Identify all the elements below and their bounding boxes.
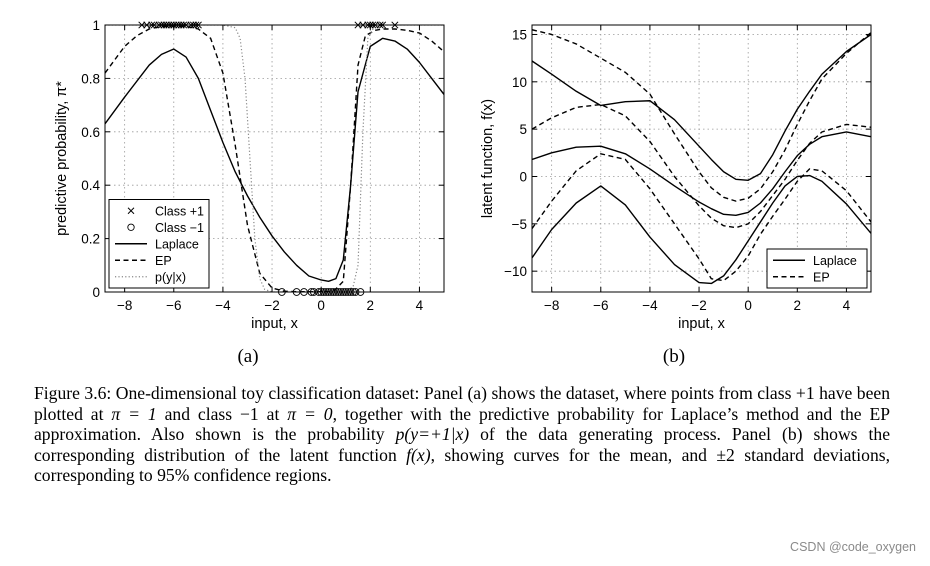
caption-math-fx: f(x) <box>406 444 431 465</box>
panel-a: −8 −6 −4 −2 0 2 4 0 0.2 0.4 0.6 0.8 1 input, x predict… <box>54 18 445 367</box>
legend-label: p(y|x) <box>155 270 186 284</box>
y-tick-label: 0.8 <box>81 71 100 86</box>
y-axis-label: predictive probability, π* <box>54 81 70 236</box>
ep-line-lower <box>532 153 871 282</box>
x-axis-label: input, x <box>678 316 725 332</box>
x-tick-label: −2 <box>691 298 706 313</box>
ep-line-upper <box>532 29 871 202</box>
axes-frame <box>531 24 872 293</box>
legend-label: EP <box>813 270 830 284</box>
x-tick-label: 4 <box>416 298 424 313</box>
y-tick-label: 0.4 <box>81 178 100 193</box>
x-tick-label: 2 <box>794 298 802 313</box>
x-tick-label: −4 <box>215 298 231 313</box>
legend: Laplace EP <box>766 248 868 289</box>
plot-area <box>532 29 871 285</box>
caption-text-3: , together with the predictive probabili… <box>34 403 891 445</box>
x-axis-label: input, x <box>251 316 298 332</box>
legend-label: Class −1 <box>155 221 204 235</box>
figure-caption: Figure 3.6: One-dimensional toy classifi… <box>34 383 890 486</box>
x-tick-label: 0 <box>744 298 752 313</box>
x-tick-label: −6 <box>593 298 608 313</box>
y-tick-label: 0 <box>92 285 100 300</box>
axes-frame <box>104 24 445 293</box>
panel-b: −8 −6 −4 −2 0 2 4 −10 −5 0 5 10 15 input, x latent fun… <box>480 24 872 367</box>
x-tick-label: 2 <box>367 298 375 313</box>
watermark: CSDN @code_oxygen <box>790 540 916 554</box>
x-tick-label: 0 <box>317 298 325 313</box>
legend-label: Laplace <box>813 254 857 268</box>
y-tick-label: 0.2 <box>81 232 100 247</box>
x-tick-label: −6 <box>166 298 181 313</box>
caption-math-pyx: p(y=+1|x) <box>395 424 470 444</box>
x-tick-label: −4 <box>642 298 658 313</box>
legend-label: EP <box>155 254 172 268</box>
caption-text-1: Figure 3.6: One-dimensional toy classifi… <box>34 383 890 424</box>
y-tick-label: 0.6 <box>81 125 100 140</box>
laplace-line <box>105 37 444 283</box>
ep-line-mean <box>532 103 871 229</box>
panel-label: (b) <box>663 346 685 367</box>
legend-box <box>766 248 868 289</box>
y-tick-label: 10 <box>512 75 527 90</box>
y-tick-label: −10 <box>504 264 527 279</box>
laplace-line-upper <box>532 33 871 181</box>
caption-math-pi-0: π = 0 <box>287 403 333 424</box>
y-axis-label: latent function, f(x) <box>480 99 496 218</box>
caption-text-4: of the data generating process. Panel (b… <box>34 424 890 465</box>
x-tick-label: 4 <box>843 298 851 313</box>
y-tick-label: 15 <box>512 27 527 42</box>
y-tick-label: 0 <box>519 169 527 184</box>
y-tick-label: −5 <box>512 217 527 232</box>
legend: Class +1 Class −1 Laplace EP p(y|x) <box>108 199 210 289</box>
caption-math-pi-1: π = 1 <box>111 403 157 424</box>
panel-label: (a) <box>237 346 258 367</box>
legend-swatch-class-minus1 <box>127 223 135 231</box>
figure: −8 −6 −4 −2 0 2 4 0 0.2 0.4 0.6 0.8 1 input, x predict… <box>54 18 872 367</box>
y-tick-label: 1 <box>92 18 100 33</box>
x-tick-label: −8 <box>544 298 559 313</box>
x-tick-label: −2 <box>264 298 279 313</box>
legend-label: Class +1 <box>155 204 204 218</box>
legend-label: Laplace <box>155 237 199 251</box>
x-tick-label: −8 <box>117 298 132 313</box>
caption-text-5: , showing curves for the mean, and ±2 st… <box>34 444 890 486</box>
caption-text-2: and class −1 at <box>156 403 288 424</box>
laplace-line-lower <box>532 174 871 285</box>
legend-swatch-class-plus1 <box>127 207 135 215</box>
y-tick-label: 5 <box>519 122 527 137</box>
laplace-line-mean <box>532 131 871 217</box>
